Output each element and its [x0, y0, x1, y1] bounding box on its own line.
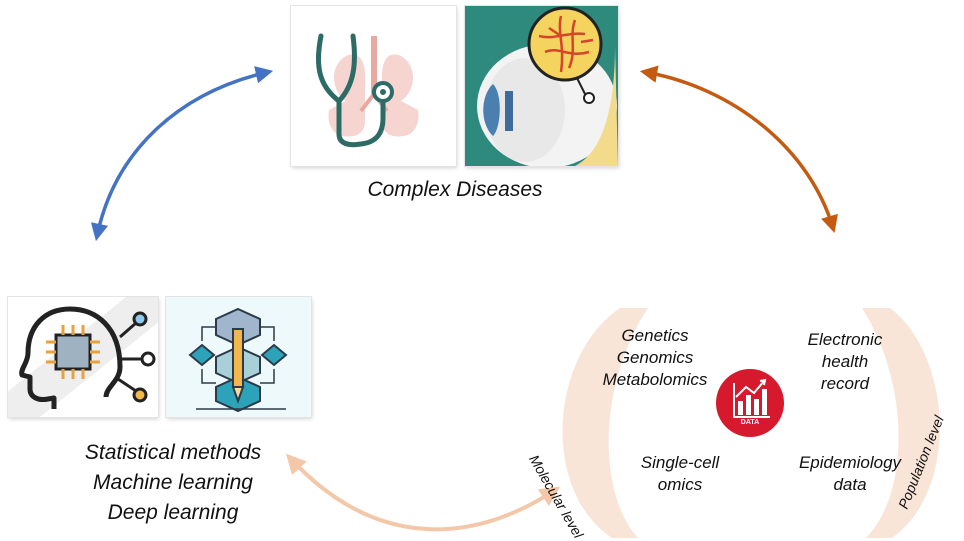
methods-caption: Statistical methods Machine learning Dee…: [8, 438, 338, 528]
single-cell-omics: Single-cell omics: [620, 452, 740, 496]
pencil-flowchart-icon: [166, 297, 311, 417]
methods-line-machine-learning: Machine learning: [93, 471, 253, 494]
electronic-health-record: Electronic health record: [780, 329, 910, 395]
item-genetics: Genetics: [621, 326, 689, 345]
methods-line-deep-learning: Deep learning: [107, 501, 239, 524]
arrow-left-blue: [90, 66, 274, 242]
single-cell-line-2: omics: [657, 475, 703, 494]
data-badge-label: DATA: [740, 419, 760, 426]
molecular-items: Genetics Genomics Metabolomics: [590, 325, 720, 391]
molecular-band: [562, 308, 648, 538]
data-chart-icon: DATA: [716, 369, 784, 437]
epi-line-2: data: [833, 475, 867, 494]
single-cell-line-1: Single-cell: [640, 453, 720, 472]
ai-head-chip-icon: [8, 297, 158, 417]
eye-retina-icon: [465, 6, 618, 166]
ehr-line-2: health: [821, 352, 869, 371]
item-genomics: Genomics: [616, 348, 694, 367]
arrow-bottom-peach: [285, 453, 560, 532]
ehr-line-3: record: [820, 374, 870, 393]
epi-line-1: Epidemiology: [798, 453, 902, 472]
methods-line-statistical: Statistical methods: [84, 441, 262, 464]
data-bands: [562, 308, 940, 538]
arrow-right-orange: [639, 65, 838, 234]
complex-diseases-caption: Complex Diseases: [367, 178, 543, 201]
population-band: [862, 308, 940, 538]
item-metabolomics: Metabolomics: [602, 370, 708, 389]
stethoscope-lungs-icon: [291, 6, 456, 166]
ehr-line-1: Electronic: [807, 330, 883, 349]
epidemiology-data: Epidemiology data: [780, 452, 920, 496]
